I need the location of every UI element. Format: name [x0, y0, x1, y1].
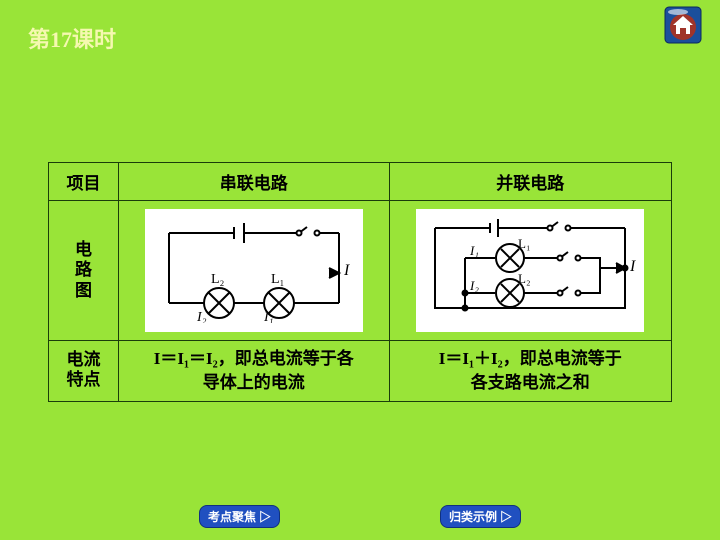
header-item: 项目	[49, 163, 119, 201]
nav-examples-button[interactable]: 归类示例 ▷	[440, 505, 521, 528]
series-rule-line2: 导体上的电流	[203, 373, 305, 392]
series-rule-cell: I＝I₁＝I₂，即总电流等于各 导体上的电流	[119, 341, 390, 402]
diagram-label-text: 电路图	[75, 240, 92, 301]
svg-text:L₂: L₂	[518, 271, 530, 286]
parallel-circuit-diagram: I L₁ L₂ I₁ I₂	[420, 213, 640, 323]
parallel-rule-line1: I＝I₁＋I₂，即总电流等于	[439, 349, 622, 368]
home-icon	[664, 6, 702, 44]
nav-focus-label: 考点聚焦	[208, 510, 256, 524]
svg-text:L₁: L₁	[518, 236, 530, 251]
page-title: 第17课时	[28, 22, 116, 54]
table-rule-row: 电流特点 I＝I₁＝I₂，即总电流等于各 导体上的电流 I＝I₁＋I₂，即总电流…	[49, 341, 672, 402]
parallel-diagram-cell: I L₁ L₂ I₁ I₂	[389, 201, 671, 341]
svg-text:L₂: L₂	[211, 272, 225, 287]
svg-text:I: I	[629, 258, 636, 275]
svg-text:I₂: I₂	[469, 278, 479, 293]
parallel-rule-line2: 各支路电流之和	[471, 373, 590, 392]
series-circuit-diagram: I L₁ L₂ I₁ I₂	[149, 213, 359, 323]
table-header-row: 项目 串联电路 并联电路	[49, 163, 672, 201]
table-diagram-row: 电路图	[49, 201, 672, 341]
nav-focus-button[interactable]: 考点聚焦 ▷	[199, 505, 280, 528]
header-series: 串联电路	[119, 163, 390, 201]
svg-text:I₁: I₁	[469, 243, 479, 258]
comparison-table: 项目 串联电路 并联电路 电路图	[48, 162, 672, 402]
nav-examples-label: 归类示例	[449, 510, 497, 524]
parallel-rule-cell: I＝I₁＋I₂，即总电流等于 各支路电流之和	[389, 341, 671, 402]
svg-text:I₂: I₂	[196, 310, 207, 323]
series-diagram-cell: I L₁ L₂ I₁ I₂	[119, 201, 390, 341]
svg-text:L₁: L₁	[271, 272, 284, 287]
series-rule-line1: I＝I₁＝I₂，即总电流等于各	[154, 349, 354, 368]
row-label-diagram: 电路图	[49, 201, 119, 341]
home-button[interactable]	[664, 6, 702, 44]
svg-text:I: I	[343, 262, 350, 279]
header-parallel: 并联电路	[389, 163, 671, 201]
row-label-rule: 电流特点	[49, 341, 119, 402]
rule-label-text: 电流特点	[67, 350, 101, 391]
svg-text:I₁: I₁	[263, 310, 274, 323]
bottom-nav: 考点聚焦 ▷ 归类示例 ▷	[0, 505, 720, 528]
